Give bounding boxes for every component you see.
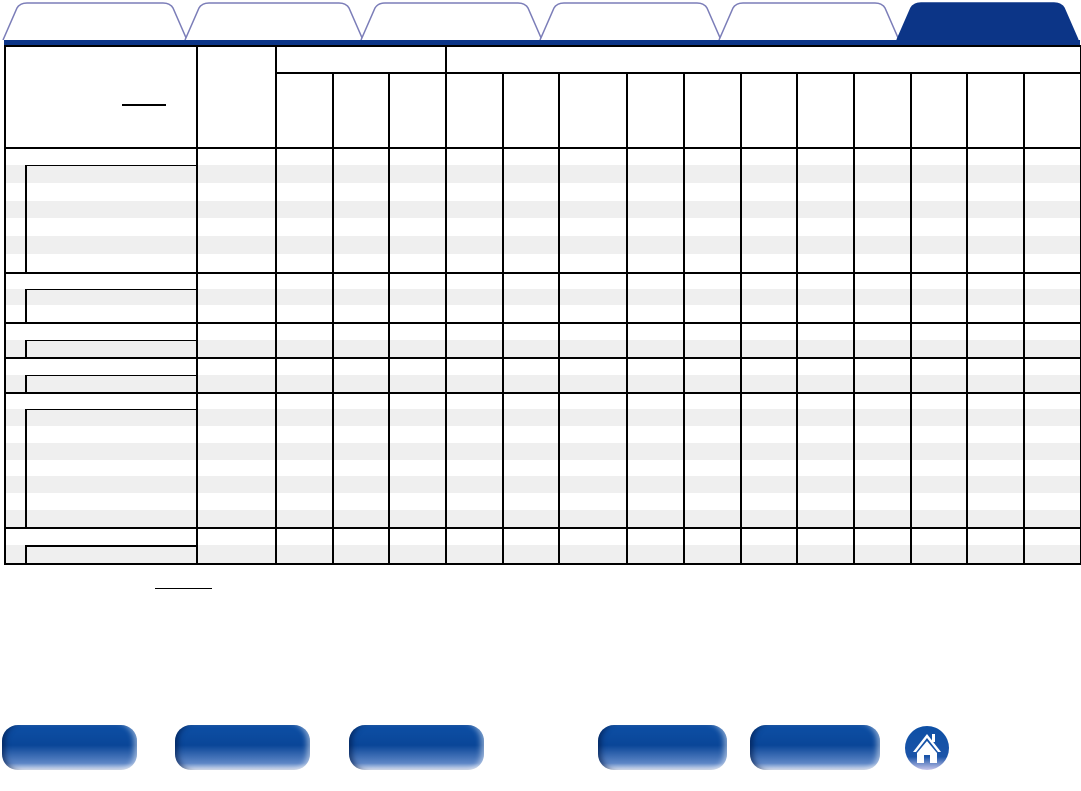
table-row-stripe xyxy=(4,288,1080,306)
table-rule xyxy=(502,72,504,563)
nav-button-1[interactable] xyxy=(2,725,137,770)
home-button[interactable] xyxy=(903,725,951,771)
subgroup-rule xyxy=(25,545,196,547)
table-rule xyxy=(626,72,628,563)
table-row-stripe xyxy=(4,442,1080,460)
nav-button-3[interactable] xyxy=(349,725,484,770)
table-row-stripe xyxy=(4,200,1080,219)
table-row-stripe xyxy=(4,374,1080,392)
table-rule xyxy=(388,72,390,563)
table-row-stripe xyxy=(4,476,1080,494)
tab-4[interactable] xyxy=(538,2,723,40)
table-row-stripe xyxy=(4,545,1080,563)
table-rule xyxy=(332,72,334,563)
group-rule xyxy=(4,272,1081,274)
subgroup-rule xyxy=(25,288,196,291)
table-rule xyxy=(966,72,968,563)
table-rule xyxy=(275,45,277,563)
table-rule xyxy=(910,72,912,563)
table-row-stripe xyxy=(4,339,1080,357)
table-rule xyxy=(196,45,198,563)
subgroup-rule xyxy=(25,339,27,357)
table-row-stripe xyxy=(4,164,1080,183)
footnote-underline xyxy=(155,588,212,589)
tab-2[interactable] xyxy=(183,2,365,40)
table-row-stripe xyxy=(4,236,1080,255)
group-rule xyxy=(4,563,1081,565)
table-rule xyxy=(4,147,1081,149)
table-row-stripe xyxy=(4,408,1080,426)
table-rule xyxy=(4,45,1081,47)
nav-button-2[interactable] xyxy=(175,725,310,770)
subgroup-rule xyxy=(25,288,27,322)
header-underline xyxy=(122,104,166,106)
nav-button-5[interactable] xyxy=(750,725,880,770)
table-rule xyxy=(445,45,447,563)
table-rule xyxy=(558,72,560,563)
group-rule xyxy=(4,527,1081,529)
subgroup-rule xyxy=(25,164,27,272)
group-rule xyxy=(4,392,1081,394)
subgroup-rule xyxy=(25,408,196,411)
table-rule xyxy=(796,72,798,563)
tab-5[interactable] xyxy=(717,2,901,40)
home-icon xyxy=(905,726,949,770)
subgroup-rule xyxy=(25,408,27,527)
subgroup-rule xyxy=(25,545,27,563)
table-row-stripe xyxy=(4,510,1080,527)
table-rule xyxy=(683,72,685,563)
table-rule xyxy=(4,45,6,563)
subgroup-rule xyxy=(25,374,196,376)
tab-underline-bar xyxy=(4,40,1080,45)
subgroup-rule xyxy=(25,164,196,167)
table-rule xyxy=(275,72,1080,74)
table-rule xyxy=(740,72,742,563)
subgroup-rule xyxy=(25,374,27,392)
table-rule xyxy=(853,72,855,563)
group-rule xyxy=(4,357,1081,359)
subgroup-rule xyxy=(25,339,196,341)
tab-3[interactable] xyxy=(359,2,544,40)
group-rule xyxy=(4,322,1081,324)
tab-6[interactable] xyxy=(895,2,1080,40)
tab-1[interactable] xyxy=(1,2,189,40)
table-rule xyxy=(1023,72,1025,563)
nav-button-4[interactable] xyxy=(598,725,727,770)
